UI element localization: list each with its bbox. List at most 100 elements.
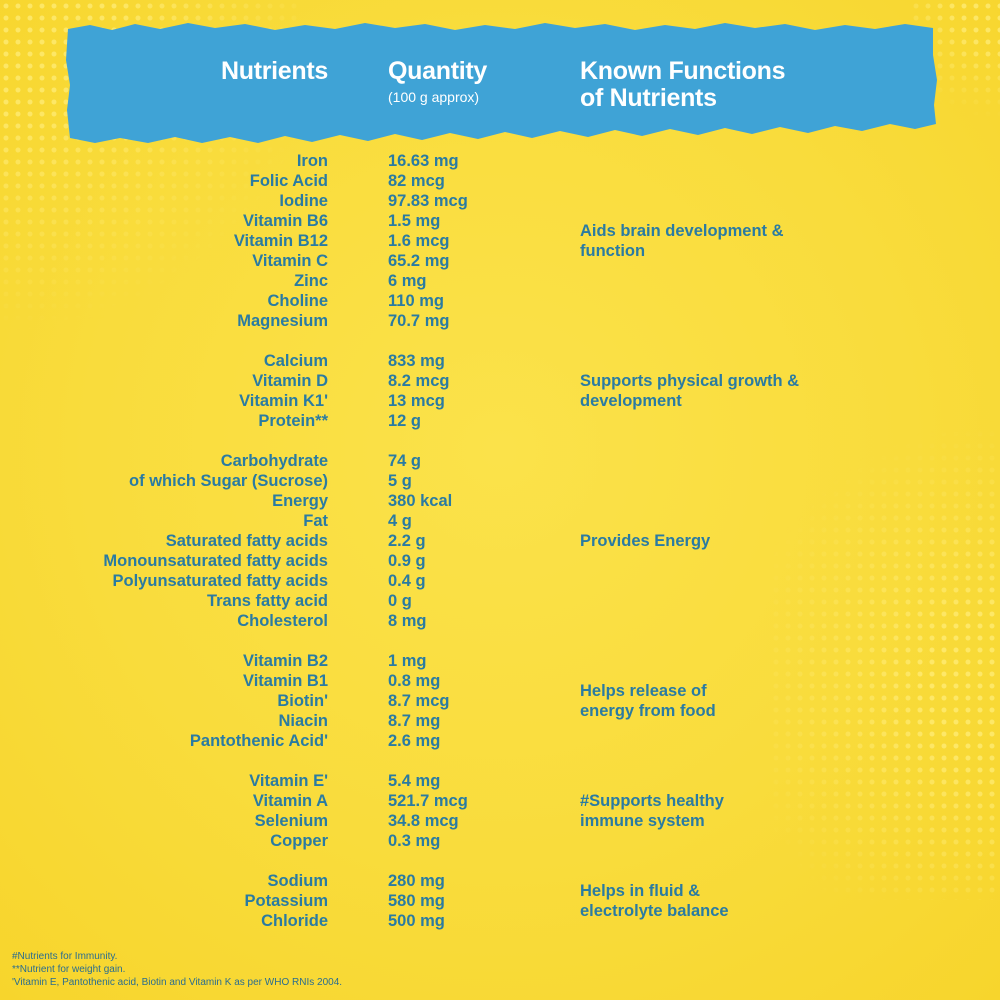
nutrient-quantity: 280 mg [388,872,445,890]
nutrient-function: Helps in fluid & electrolyte balance [580,881,880,921]
nutrient-name: Vitamin E' [249,772,328,790]
table-row: Selenium 34.8 mcg [0,811,1000,831]
footnote: #Nutrients for Immunity. [12,951,118,962]
nutrient-group: Iron 16.63 mg Folic Acid 82 mcg Iodine 97.83 … [0,151,1000,331]
nutrient-name: Vitamin C [252,252,328,270]
header-functions-line-1: Known Functions [580,57,786,85]
nutrient-name: Fat [303,512,328,530]
nutrient-name: Folic Acid [249,172,328,190]
nutrient-quantity: 833 mg [388,352,445,370]
nutrient-quantity: 97.83 mcg [388,192,468,210]
table-row: Polyunsaturated fatty acids 0.4 g [0,571,1000,591]
table-row: Folic Acid 82 mcg [0,171,1000,191]
table-row: Vitamin C 65.2 mg [0,251,1000,271]
table-row: Energy 380 kcal [0,491,1000,511]
nutrient-quantity: 521.7 mcg [388,792,468,810]
nutrient-group: Sodium 280 mg Potassium 580 mg Chloride 500 m… [0,871,1000,931]
nutrient-quantity: 5 g [388,472,412,490]
nutrient-name: Vitamin B2 [243,652,328,670]
table-row: Iodine 97.83 mcg [0,191,1000,211]
nutrient-name: Potassium [244,892,328,910]
nutrient-name: Carbohydrate [220,452,328,470]
table-row: Vitamin B6 1.5 mg [0,211,1000,231]
footnote: **Nutrient for weight gain. [12,964,126,975]
table-row: Vitamin E' 5.4 mg [0,771,1000,791]
nutrient-name: Chloride [261,912,328,930]
table-row: Zinc 6 mg [0,271,1000,291]
nutrient-function: Supports physical growth & development [580,371,880,411]
table-row: Chloride 500 mg [0,911,1000,931]
table-row: of which Sugar (Sucrose) 5 g [0,471,1000,491]
nutrient-quantity: 0.4 g [388,572,426,590]
function-line: Helps release of [580,682,707,700]
nutrient-function: Aids brain development & function [580,221,880,261]
nutrient-name: Sodium [267,872,329,890]
nutrient-quantity: 12 g [388,412,422,430]
nutrient-name: Vitamin D [252,372,328,390]
table-row: Iron 16.63 mg [0,151,1000,171]
nutrient-quantity: 1.6 mcg [388,232,450,250]
nutrient-name: Iodine [279,192,328,210]
nutrient-function: Provides Energy [580,531,880,551]
table-row: Monounsaturated fatty acids 0.9 g [0,551,1000,571]
table-row: Vitamin A 521.7 mcg [0,791,1000,811]
nutrient-name: Vitamin K1' [239,392,328,410]
nutrient-quantity: 70.7 mg [388,312,450,330]
nutrient-quantity: 74 g [388,452,422,470]
table-row: Copper 0.3 mg [0,831,1000,851]
footnote: 'Vitamin E, Pantothenic acid, Biotin and… [12,977,343,988]
table-row: Cholesterol 8 mg [0,611,1000,631]
nutrient-group: Carbohydrate 74 g of which Sugar (Sucrose)… [0,451,1000,631]
nutrient-quantity: 0.8 mg [388,672,441,690]
nutrient-name: Vitamin B12 [233,232,328,250]
nutrient-function: Helps release of energy from food [580,681,880,721]
nutrient-name: Selenium [254,812,328,830]
header-quantity: Quantity [388,57,487,85]
header-banner [66,23,937,143]
table-row: Vitamin B1 0.8 mg [0,671,1000,691]
nutrient-name: Copper [270,832,328,850]
header-nutrients: Nutrients [220,57,328,85]
function-line: energy from food [580,702,716,720]
nutrient-quantity: 5.4 mg [388,772,441,790]
nutrient-quantity: 500 mg [388,912,445,930]
header-known-functions: Known Functions of Nutrients [580,58,880,112]
nutrient-name: Calcium [263,352,328,370]
header-quantity-subtitle: (100 g approx) [388,89,480,105]
nutrient-name: of which Sugar (Sucrose) [129,472,328,490]
nutrient-name: Choline [267,292,329,310]
nutrient-name: Pantothenic Acid' [189,732,328,750]
table-row: Sodium 280 mg [0,871,1000,891]
nutrient-quantity: 2.2 g [388,532,426,550]
nutrient-name: Polyunsaturated fatty acids [112,572,328,590]
nutrient-name: Cholesterol [237,612,328,630]
nutrient-function: #Supports healthy immune system [580,791,880,831]
nutrient-quantity: 16.63 mg [388,152,459,170]
nutrient-quantity: 34.8 mcg [388,812,459,830]
footnotes: #Nutrients for Immunity. **Nutrient for w… [12,950,712,989]
table-row: Potassium 580 mg [0,891,1000,911]
nutrient-name: Monounsaturated fatty acids [103,552,328,570]
nutrient-quantity: 8.7 mg [388,712,441,730]
function-line: Supports physical growth & [580,372,800,390]
nutrient-quantity: 580 mg [388,892,445,910]
nutrient-quantity: 0.3 mg [388,832,441,850]
nutrient-name: Niacin [278,712,328,730]
table-row: Carbohydrate 74 g [0,451,1000,471]
table-row: Vitamin D 8.2 mcg [0,371,1000,391]
table-row: Vitamin K1' 13 mcg [0,391,1000,411]
nutrient-quantity: 0.9 g [388,552,426,570]
nutrient-quantity: 1.5 mg [388,212,441,230]
function-line: function [580,242,646,260]
table-row: Fat 4 g [0,511,1000,531]
function-line: Aids brain development & [580,222,784,240]
table-row: Biotin' 8.7 mcg [0,691,1000,711]
nutrient-name: Iron [296,152,328,170]
nutrient-quantity: 65.2 mg [388,252,450,270]
table-row: Magnesium 70.7 mg [0,311,1000,331]
table-row: Trans fatty acid 0 g [0,591,1000,611]
nutrient-name: Biotin' [277,692,328,710]
function-line: Provides Energy [580,532,711,550]
function-line: Helps in fluid & [580,882,701,900]
nutrient-quantity: 8 mg [388,612,427,630]
